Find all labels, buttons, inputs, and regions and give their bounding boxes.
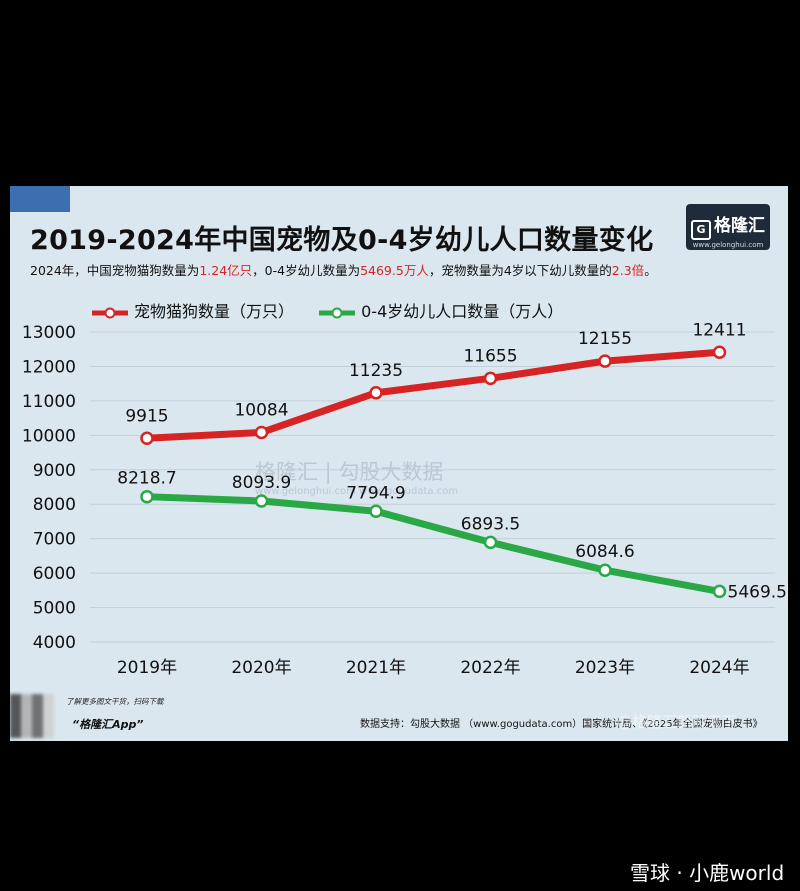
data-point-pets	[254, 425, 269, 440]
legend-label-pets: 宠物猫狗数量（万只）	[134, 302, 295, 321]
data-label-pets: 12411	[692, 320, 746, 340]
data-point-pets	[369, 386, 383, 400]
subtitle-text: 2024年，中国宠物猫狗数量为	[30, 263, 200, 278]
data-label-pets: 10084	[234, 400, 288, 420]
data-label-children: 8093.9	[232, 473, 291, 493]
logo-text: 格隆汇	[714, 216, 765, 236]
chart-title: 2019-2024年中国宠物及0-4岁幼儿人口数量变化	[30, 225, 654, 256]
y-tick-label: 8000	[33, 495, 76, 515]
data-label-children: 5469.5	[728, 582, 787, 602]
data-label-children: 6084.6	[575, 542, 634, 562]
data-point-pets	[140, 431, 154, 446]
y-tick-label: 5000	[33, 599, 76, 619]
data-label-pets: 11235	[349, 361, 403, 381]
data-label-pets: 12155	[578, 329, 632, 349]
logo-url: www.gelonghui.com	[692, 241, 764, 249]
y-tick-label: 13000	[22, 323, 76, 343]
bottom-watermark: 雪球 · 小鹿world	[630, 861, 785, 885]
x-tick-label: 2023年	[575, 658, 635, 678]
data-label-children: 8218.7	[117, 469, 176, 489]
x-tick-label: 2020年	[231, 658, 291, 678]
watermark-text: 格隆汇 | 勾股大数据	[255, 460, 444, 484]
legend-swatch-pets	[92, 307, 128, 318]
legend-label-children: 0-4岁幼儿人口数量（万人）	[361, 302, 564, 321]
subtitle-text: ，0-4岁幼儿数量为	[252, 263, 361, 278]
corner-tab	[10, 186, 70, 212]
legend: 宠物猫狗数量（万只） 0-4岁幼儿人口数量（万人）	[92, 298, 583, 322]
chart-card: 2019-2024年中国宠物及0-4岁幼儿人口数量变化 2024年，中国宠物猫狗…	[10, 186, 788, 741]
series-line-pets	[143, 348, 723, 442]
data-point-children	[140, 489, 154, 504]
x-tick-label: 2021年	[346, 658, 406, 678]
chart-subtitle: 2024年，中国宠物猫狗数量为1.24亿只，0-4岁幼儿数量为5469.5万人，…	[30, 260, 657, 279]
data-point-pets	[712, 345, 727, 360]
data-point-children	[712, 584, 727, 599]
legend-item-pets: 宠物猫狗数量（万只）	[92, 298, 294, 322]
data-label-children: 6893.5	[461, 514, 520, 534]
subtitle-highlight: 1.24亿只	[199, 263, 253, 278]
x-tick-label: 2024年	[689, 658, 749, 678]
subtitle-highlight: 2.3倍	[611, 263, 645, 278]
y-tick-label: 7000	[33, 530, 76, 550]
y-tick-label: 6000	[33, 564, 76, 584]
y-tick-label: 9000	[33, 461, 76, 481]
data-label-pets: 9915	[125, 406, 168, 426]
y-tick-label: 12000	[22, 357, 76, 377]
y-tick-label: 10000	[22, 426, 76, 446]
footer-note: 了解更多图文干货，扫码下载	[66, 697, 164, 706]
data-point-children	[483, 535, 498, 550]
qr-code	[10, 694, 54, 738]
data-point-pets	[483, 371, 498, 386]
footer-app: “格隆汇App”	[72, 718, 144, 731]
data-source: 数据支持：勾股大数据 （www.gogudata.com）国家统计局、《2025…	[360, 719, 763, 730]
logo-glyph: G	[691, 220, 711, 240]
data-point-pets	[598, 354, 612, 368]
data-point-children	[254, 494, 269, 508]
watermark: 格隆汇 | 勾股大数据 www.gelonghui.com www.goguda…	[255, 456, 458, 497]
data-label-pets: 11655	[463, 346, 517, 366]
overlay-watermark: @格隆汇新股天下	[617, 713, 738, 731]
data-point-children	[369, 504, 383, 519]
y-tick-label: 11000	[22, 392, 76, 412]
gelonghui-logo: G 格隆汇 www.gelonghui.com	[686, 204, 770, 250]
line-chart: 4000 5000 6000 7000 8000 9000 10000 11000 12000 1…	[22, 320, 787, 678]
legend-swatch-children	[319, 307, 356, 318]
subtitle-highlight: 5469.5万人	[360, 263, 429, 278]
legend-item-children: 0-4岁幼儿人口数量（万人）	[319, 298, 563, 322]
series-line-children	[143, 493, 723, 595]
x-tick-label: 2019年	[117, 658, 177, 678]
subtitle-text: ，宠物数量为4岁以下幼儿数量的	[428, 263, 612, 278]
y-tick-label: 4000	[33, 633, 76, 653]
data-label-children: 7794.9	[346, 483, 405, 503]
x-tick-label: 2022年	[460, 658, 520, 678]
subtitle-text: 。	[644, 263, 657, 278]
watermark-url: www.gelonghui.com www.gogudata.com	[255, 486, 459, 497]
data-point-children	[598, 563, 612, 577]
